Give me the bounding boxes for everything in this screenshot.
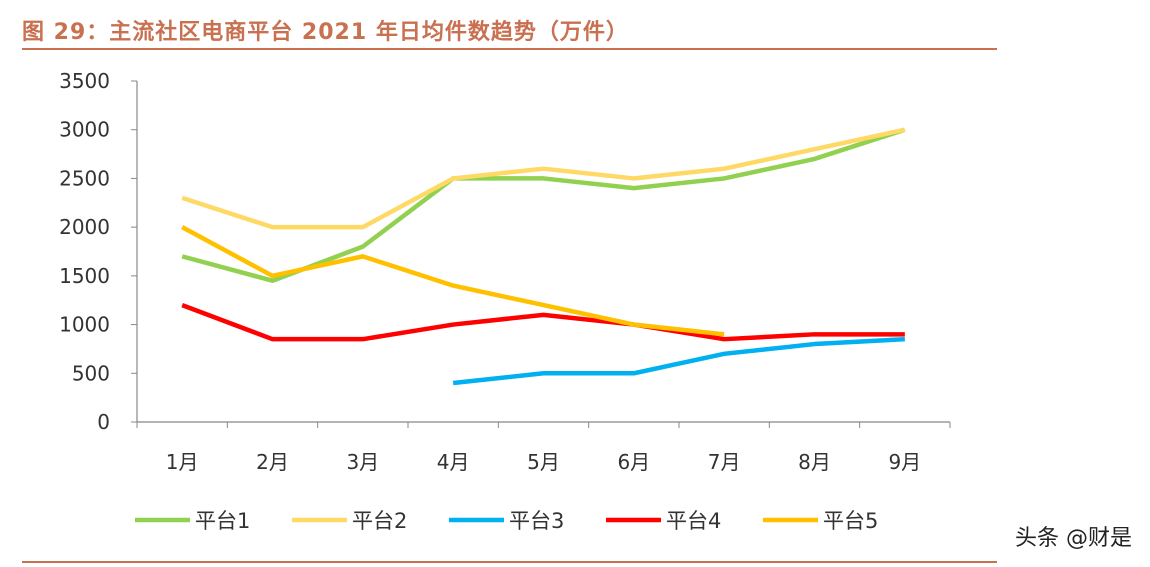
series-line-5: [181, 225, 725, 337]
y-tick-label: 2500: [59, 166, 110, 190]
y-tick-label: 1000: [59, 313, 110, 337]
x-tick-label: 6月: [617, 450, 650, 474]
y-tick-label: 1500: [59, 264, 110, 288]
x-tick-label: 9月: [888, 450, 921, 474]
chart-title: 图 29：主流社区电商平台 2021 年日均件数趋势（万件）: [22, 20, 629, 45]
series-line-4: [181, 302, 905, 342]
x-tick-label: 5月: [527, 450, 560, 474]
legend-label-1: 平台1: [195, 509, 250, 533]
x-tick-label: 3月: [346, 450, 379, 474]
legend-label-5: 平台5: [823, 509, 878, 533]
title-divider: [22, 48, 997, 50]
y-tick-label: 2000: [59, 215, 110, 239]
watermark: 头条 @财是: [1015, 526, 1132, 551]
series-line-3: [452, 336, 905, 386]
x-tick-label: 7月: [708, 450, 741, 474]
y-tick-label: 500: [72, 361, 110, 385]
legend-label-2: 平台2: [352, 509, 407, 533]
y-tick-label: 3500: [59, 69, 110, 93]
x-tick-label: 1月: [166, 450, 199, 474]
x-tick-label: 2月: [256, 450, 289, 474]
x-tick-label: 4月: [437, 450, 470, 474]
legend-label-4: 平台4: [666, 509, 721, 533]
y-tick-label: 0: [97, 410, 110, 434]
x-tick-label: 8月: [798, 450, 831, 474]
y-tick-label: 3000: [59, 118, 110, 142]
bottom-divider: [22, 561, 997, 563]
legend-label-3: 平台3: [509, 509, 564, 533]
